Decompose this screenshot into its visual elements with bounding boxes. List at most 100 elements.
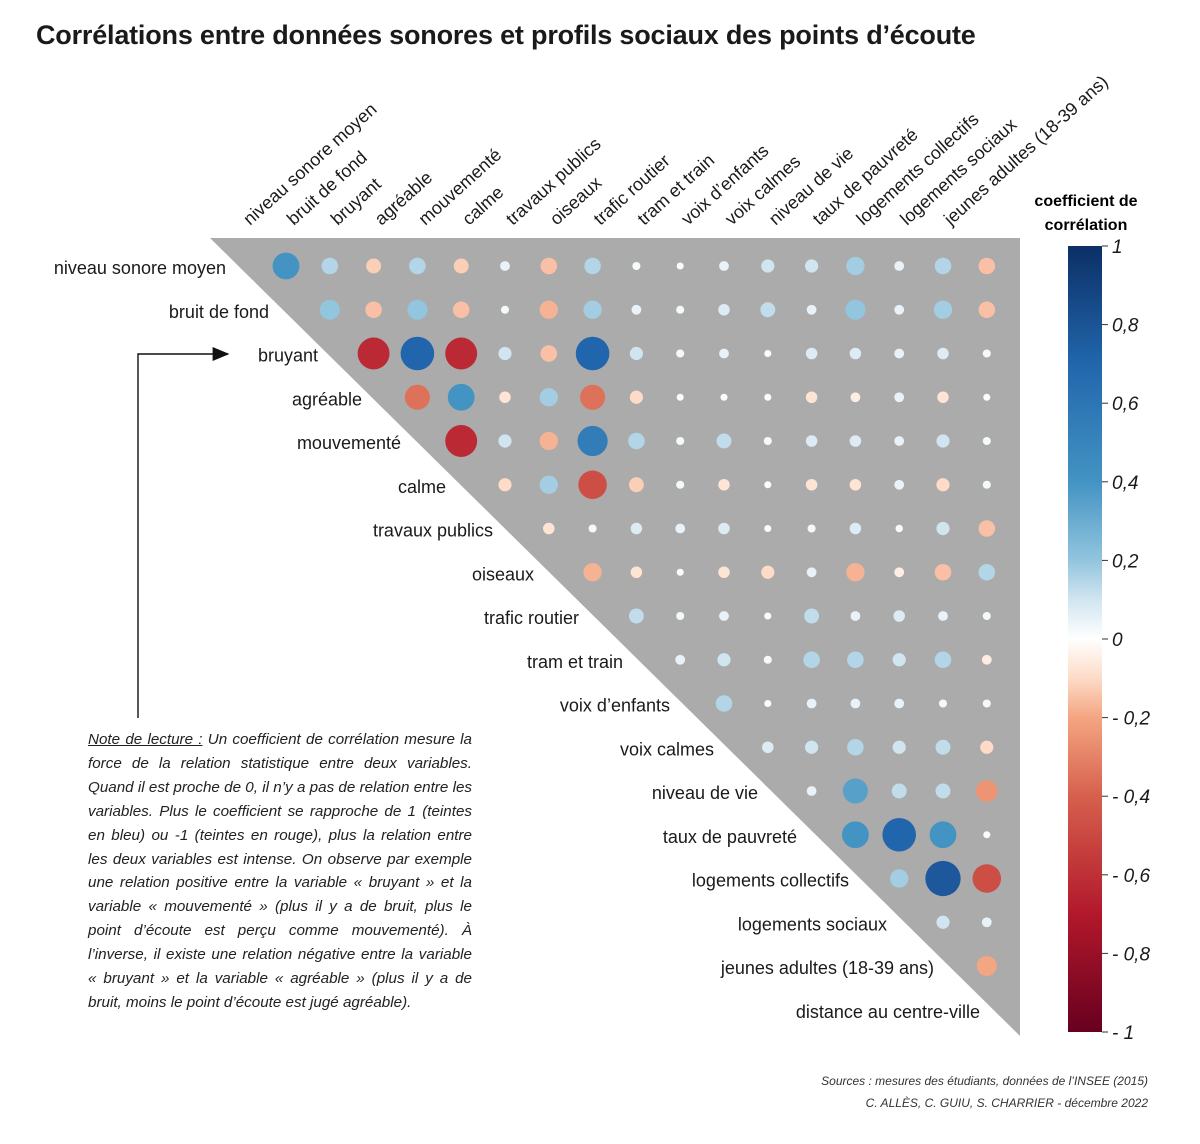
- correlation-dot: [763, 436, 772, 446]
- correlation-dot: [676, 393, 684, 401]
- correlation-dot: [761, 565, 775, 579]
- row-label: logements collectifs: [692, 871, 849, 891]
- correlation-dot: [583, 300, 602, 319]
- correlation-dot: [806, 304, 817, 315]
- correlation-dot: [894, 304, 905, 315]
- correlation-dot: [978, 257, 996, 275]
- color-legend: coefficient de corrélation 1 0,8 0,6 0,4 0,2…: [1034, 193, 1150, 1044]
- correlation-dot: [893, 610, 905, 622]
- correlation-dot: [978, 301, 996, 319]
- authors-line: C. ALLÈS, C. GUIU, S. CHARRIER - décembr…: [865, 1096, 1148, 1110]
- correlation-dot: [720, 393, 728, 401]
- correlation-dot: [575, 336, 610, 371]
- legend-title-line2: corrélation: [1045, 217, 1128, 234]
- correlation-dot: [407, 299, 428, 320]
- correlation-dot: [404, 384, 430, 410]
- correlation-dot: [934, 563, 952, 581]
- reading-note-text: Un coefficient de corrélation mesure la …: [88, 731, 472, 1011]
- correlation-dot: [882, 817, 916, 852]
- chart-title: Corrélations entre données sonores et pr…: [36, 20, 976, 50]
- correlation-dot: [934, 651, 952, 669]
- correlation-dot: [676, 568, 684, 576]
- legend-tick-label: 0: [1112, 630, 1123, 651]
- correlation-dot: [717, 653, 731, 667]
- correlation-dot: [935, 783, 951, 799]
- correlation-dot: [764, 349, 772, 358]
- correlation-dot: [805, 391, 818, 403]
- correlation-dot: [447, 383, 475, 411]
- correlation-dot: [895, 524, 903, 533]
- correlation-dot: [849, 435, 862, 447]
- correlation-dot: [676, 436, 685, 446]
- correlation-dot: [981, 654, 992, 665]
- correlation-dot: [718, 304, 730, 316]
- correlation-dot: [805, 740, 819, 754]
- correlation-dot: [629, 390, 644, 404]
- correlation-dot: [936, 478, 950, 492]
- correlation-dot: [983, 831, 991, 839]
- correlation-dot: [630, 522, 643, 535]
- row-label: taux de pauvreté: [663, 827, 797, 847]
- row-label: bruit de fond: [169, 302, 269, 322]
- legend-tick-label: 0,4: [1112, 473, 1138, 494]
- correlation-dot: [850, 611, 861, 621]
- correlation-dot: [630, 566, 643, 578]
- correlation-dot: [498, 346, 512, 361]
- correlation-dot: [716, 433, 732, 449]
- correlation-dot: [894, 392, 905, 403]
- correlation-dot: [982, 436, 991, 446]
- correlation-dot: [845, 299, 866, 320]
- row-label: agréable: [292, 389, 362, 409]
- correlation-dot: [764, 612, 772, 620]
- correlation-dot: [628, 608, 644, 624]
- correlation-dot: [676, 611, 685, 621]
- correlation-dot: [764, 393, 772, 401]
- correlation-dot: [540, 257, 558, 275]
- correlation-dot: [937, 347, 949, 360]
- legend-tick-label: - 0,2: [1112, 709, 1150, 730]
- legend-tick-label: 0,8: [1112, 316, 1139, 337]
- correlation-dot: [676, 349, 685, 358]
- correlation-dot: [272, 252, 300, 280]
- correlation-dot: [629, 346, 644, 361]
- correlation-dot: [937, 391, 949, 403]
- correlation-dot: [982, 699, 991, 708]
- correlation-dot: [499, 391, 511, 403]
- row-label: trafic routier: [484, 608, 579, 628]
- correlation-dot: [805, 347, 818, 360]
- legend-tick-label: - 0,8: [1112, 944, 1150, 965]
- correlation-dot: [578, 470, 607, 499]
- correlation-dot: [763, 655, 772, 664]
- correlation-dot: [761, 259, 775, 273]
- correlation-dot: [805, 435, 818, 447]
- row-label: niveau sonore moyen: [54, 258, 226, 278]
- row-label: travaux publics: [373, 521, 493, 541]
- correlation-dot: [718, 566, 730, 578]
- correlation-dot: [938, 611, 948, 621]
- correlation-dot: [764, 524, 772, 533]
- row-labels: niveau sonore moyen bruit de fond bruyant a…: [54, 258, 980, 1022]
- correlation-dot: [762, 741, 774, 753]
- correlation-dot: [580, 384, 606, 410]
- reading-note: Note de lecture : Un coefficient de corr…: [88, 728, 472, 1015]
- correlation-dot: [935, 739, 951, 755]
- correlation-dot: [846, 256, 865, 276]
- correlation-dot: [983, 393, 991, 401]
- correlation-dot: [849, 479, 862, 491]
- correlation-dot: [894, 261, 905, 271]
- correlation-dot: [936, 915, 950, 929]
- correlation-dot: [543, 522, 555, 535]
- correlation-dot: [719, 261, 729, 271]
- correlation-dot: [760, 302, 776, 318]
- correlation-dot: [632, 261, 641, 271]
- sources-line: Sources : mesures des étudiants, données…: [821, 1074, 1148, 1088]
- correlation-dot: [891, 783, 907, 799]
- correlation-dot: [894, 436, 905, 446]
- correlation-dot: [934, 257, 952, 275]
- correlation-dot: [539, 388, 558, 407]
- correlation-dot: [933, 300, 953, 319]
- correlation-dot: [764, 699, 772, 708]
- correlation-dot: [981, 917, 992, 928]
- correlation-dot: [929, 821, 957, 849]
